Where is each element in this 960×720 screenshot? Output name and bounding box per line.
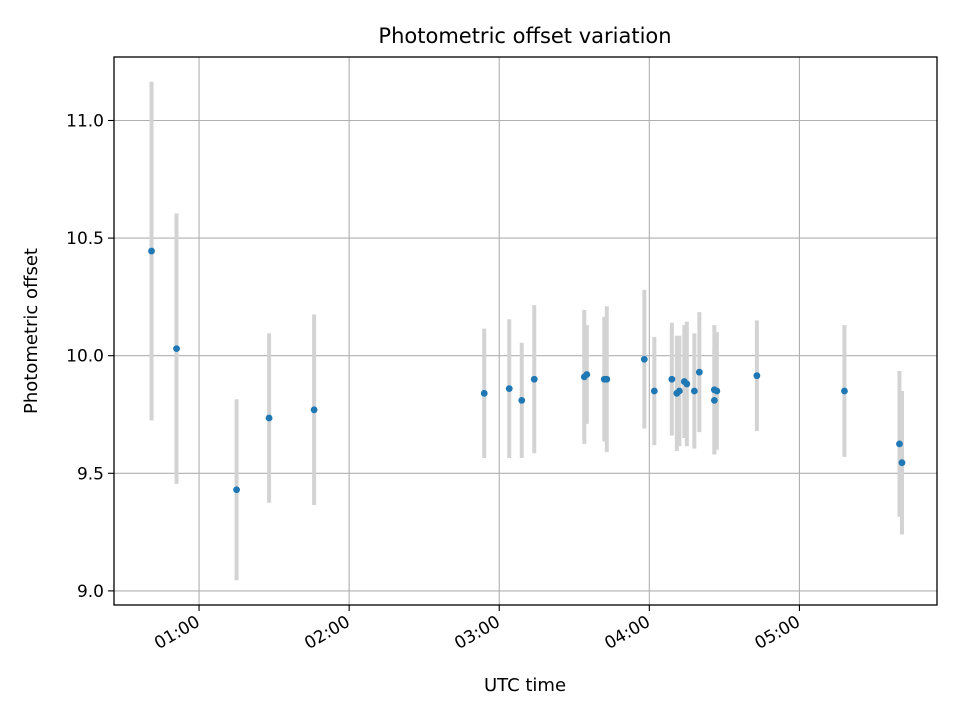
data-point: [710, 396, 718, 404]
data-point: [173, 345, 180, 353]
x-tick-label: 02:00: [301, 612, 353, 654]
grid-lines: [114, 57, 937, 605]
data-points: [148, 247, 906, 494]
x-axis-label: UTC time: [484, 675, 566, 696]
data-point: [683, 380, 691, 388]
data-point: [650, 387, 658, 395]
data-point: [583, 371, 591, 378]
y-tick-label: 10.0: [66, 347, 104, 367]
data-point: [310, 406, 318, 414]
y-tick-label: 9.5: [77, 464, 104, 484]
x-axis: 01:00 02:00 03:00 04:00 05:00: [151, 605, 804, 654]
x-tick-label: 04:00: [601, 612, 653, 654]
x-tick-label: 01:00: [151, 612, 203, 654]
y-axis: 9.0 9.5 10.0 10.5 11.0: [66, 112, 114, 602]
data-point: [675, 387, 683, 395]
y-tick-label: 11.0: [66, 112, 104, 132]
data-point: [505, 385, 513, 393]
data-point: [233, 486, 240, 494]
data-point: [695, 368, 703, 376]
y-tick-label: 10.5: [66, 229, 104, 249]
x-tick-label: 03:00: [451, 612, 503, 654]
data-point: [530, 375, 538, 383]
data-point: [518, 396, 526, 404]
data-point: [753, 372, 761, 380]
data-point: [690, 387, 698, 395]
data-point: [480, 389, 488, 397]
data-point: [668, 375, 676, 383]
y-axis-label: Photometric offset: [21, 248, 42, 414]
data-point: [841, 387, 848, 395]
data-point: [713, 387, 721, 395]
plot-frame: [113, 56, 938, 606]
data-point: [898, 459, 906, 467]
chart-title: Photometric offset variation: [378, 24, 671, 48]
x-tick-label: 05:00: [751, 612, 803, 654]
data-point: [640, 355, 648, 363]
data-point: [603, 375, 611, 383]
data-point: [148, 247, 155, 255]
error-bars: [149, 81, 904, 581]
data-point: [896, 440, 903, 448]
data-point: [265, 414, 273, 422]
y-tick-label: 9.0: [77, 582, 104, 602]
